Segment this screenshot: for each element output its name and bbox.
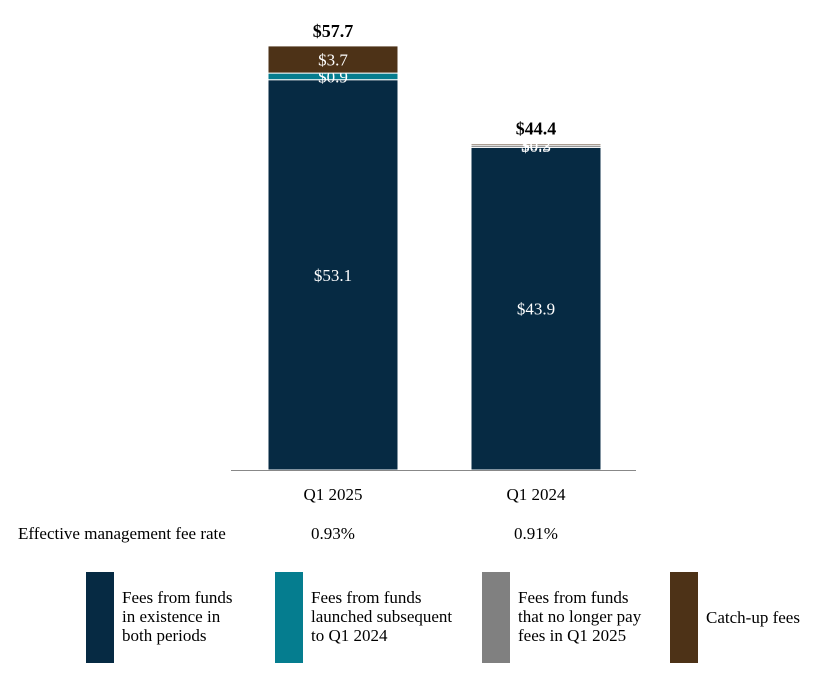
- fee-rate-q1-2025: 0.93%: [311, 524, 355, 543]
- x-tick-label-1: Q1 2024: [506, 485, 566, 504]
- legend-label-existing: Fees from funds in existence in both perio…: [122, 588, 232, 645]
- legend-label-line: both periods: [122, 626, 207, 645]
- fee-rate-label: Effective management fee rate: [18, 524, 226, 543]
- legend-label-launched: Fees from funds launched subsequent to Q1 …: [311, 588, 452, 645]
- data-label-catchup-0: $3.7: [318, 51, 348, 70]
- data-label-no_longer-1: $0.3: [521, 137, 551, 156]
- legend-swatch-launched: [275, 572, 303, 663]
- legend-label-line: Fees from funds: [122, 588, 233, 607]
- legend-label-line: fees in Q1 2025: [518, 626, 627, 645]
- chart-legend: Fees from funds in existence in both perio…: [0, 572, 835, 664]
- legend-label-no_longer: Fees from funds that no longer pay fees in…: [518, 588, 641, 645]
- legend-label-line: Fees from funds: [311, 588, 422, 607]
- legend-swatch-catchup: [670, 572, 698, 663]
- data-label-existing-0: $53.1: [314, 266, 352, 285]
- legend-label-line: Fees from funds: [518, 588, 629, 607]
- bar-segment-catchup-1: [470, 143, 602, 146]
- legend-swatch-no_longer: [482, 572, 510, 663]
- x-tick-label-0: Q1 2025: [303, 485, 362, 504]
- legend-label-line: Catch-up fees: [706, 608, 800, 627]
- total-label-1: $44.4: [516, 119, 557, 139]
- bar-segment-existing-0: [267, 79, 399, 471]
- total-label-0: $57.7: [313, 21, 354, 41]
- legend-label-line: in existence in: [122, 607, 221, 626]
- bar-segment-catchup-0: [267, 45, 399, 74]
- legend-label-line: that no longer pay: [518, 607, 642, 626]
- bar-segment-existing-1: [470, 146, 602, 471]
- stacked-bar-chart: $53.1$0.9$3.7$57.7Q1 2025$43.9$0.3$0.2$4…: [231, 21, 636, 504]
- legend-swatch-existing: [86, 572, 114, 663]
- legend-label-catchup: Catch-up fees: [706, 608, 800, 627]
- legend-label-line: launched subsequent: [311, 607, 453, 626]
- data-label-existing-1: $43.9: [517, 300, 555, 319]
- legend-label-line: to Q1 2024: [311, 626, 388, 645]
- data-label-catchup-1: $0.2: [521, 135, 551, 154]
- fee-rate-q1-2024: 0.91%: [514, 524, 558, 543]
